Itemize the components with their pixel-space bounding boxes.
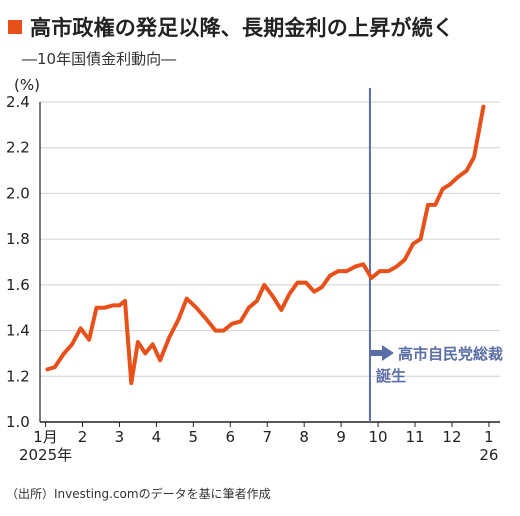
y-tick-label: 1.6	[6, 276, 30, 294]
event-label: 誕生	[376, 367, 406, 385]
y-tick-label: 2.2	[6, 139, 30, 157]
x-tick-label: 4	[152, 428, 162, 446]
event-arrow-head	[381, 345, 394, 361]
event-label: 高市自民党総裁	[398, 345, 503, 363]
y-unit-label: (%)	[14, 76, 40, 94]
x-tick-label: 10	[369, 428, 388, 446]
y-tick-label: 1.4	[6, 322, 30, 340]
x-tick-label: 8	[299, 428, 309, 446]
y-tick-label: 2.4	[6, 93, 30, 111]
yield-series-line	[45, 104, 486, 386]
title-row: 高市政権の発足以降、長期金利の上昇が続く	[8, 12, 454, 42]
x-tick-label: 1	[484, 428, 494, 446]
x-tick-label: 7	[262, 428, 272, 446]
chart-title: 高市政権の発足以降、長期金利の上昇が続く	[30, 16, 454, 40]
x-tick-label: 6	[226, 428, 236, 446]
x-tick-label: 9	[336, 428, 346, 446]
x-tick-label: 12	[442, 428, 461, 446]
chart-subtitle: ―10年国債金利動向―	[22, 50, 177, 68]
y-tick-label: 1.0	[6, 413, 30, 431]
x-year-label: 2025年	[19, 446, 72, 464]
y-tick-label: 1.8	[6, 230, 30, 248]
x-tick-label: 1月	[33, 428, 58, 446]
y-tick-label: 2.0	[6, 184, 30, 202]
title-marker	[8, 20, 22, 34]
x-tick-label: 2	[78, 428, 88, 446]
y-tick-label: 1.2	[6, 367, 30, 385]
x-tick-label: 3	[115, 428, 125, 446]
source-note: （出所）Investing.comのデータを基に筆者作成	[6, 487, 271, 501]
x-year-label: 26	[479, 446, 498, 464]
x-tick-label: 5	[189, 428, 199, 446]
x-tick-label: 11	[405, 428, 424, 446]
